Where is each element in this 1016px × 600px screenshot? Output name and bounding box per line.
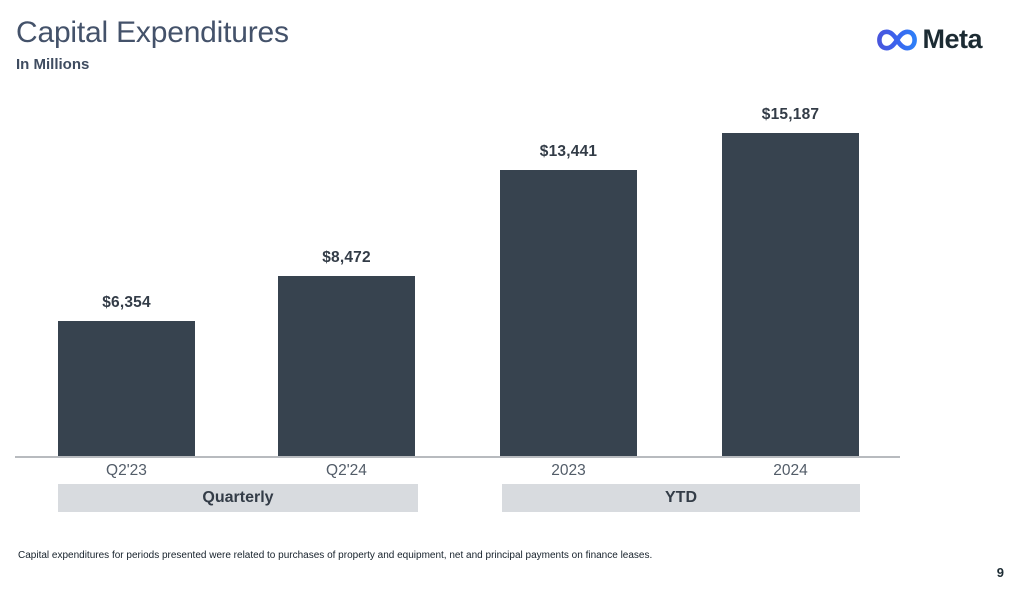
meta-logo-text: Meta bbox=[922, 24, 982, 54]
meta-infinity-icon bbox=[877, 29, 918, 50]
x-tick-label: Q2'23 bbox=[106, 462, 147, 479]
page-title: Capital Expenditures bbox=[16, 16, 289, 49]
x-tick-label: Q2'24 bbox=[326, 462, 367, 479]
x-tick-label: 2023 bbox=[551, 462, 586, 479]
meta-logo: Meta bbox=[877, 24, 982, 55]
page-subtitle: In Millions bbox=[16, 56, 90, 73]
bar-2024 bbox=[722, 133, 859, 456]
header: Capital Expenditures In Millions bbox=[16, 16, 289, 73]
bar-Q2'23 bbox=[58, 321, 195, 456]
group-band-ytd: YTD bbox=[502, 484, 860, 512]
bar-value-label: $13,441 bbox=[539, 143, 598, 160]
bar-Q2'24 bbox=[278, 276, 415, 456]
bar-2023 bbox=[500, 170, 637, 456]
x-axis-line bbox=[15, 456, 900, 458]
bar-value-label: $8,472 bbox=[322, 249, 371, 266]
page-number: 9 bbox=[996, 565, 1004, 580]
bar-value-label: $6,354 bbox=[102, 294, 151, 311]
footnote: Capital expenditures for periods present… bbox=[18, 550, 653, 561]
x-tick-label: 2024 bbox=[773, 462, 808, 479]
group-band-quarterly: Quarterly bbox=[58, 484, 418, 512]
bar-value-label: $15,187 bbox=[761, 106, 820, 123]
